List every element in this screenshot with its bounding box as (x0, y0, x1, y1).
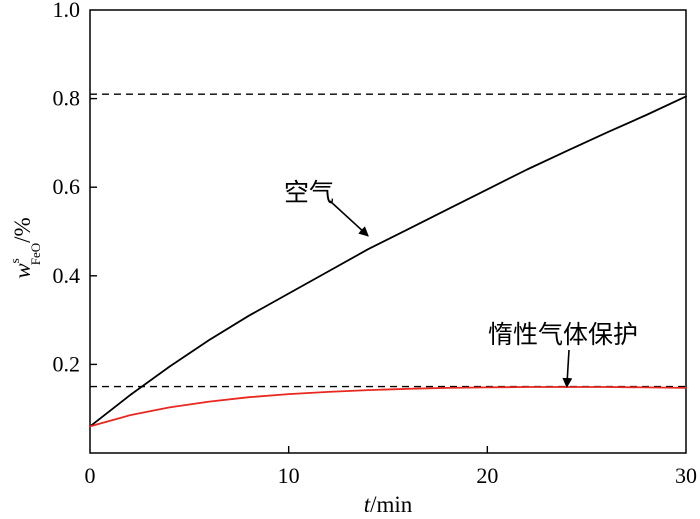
y-tick-label: 0.2 (53, 351, 81, 376)
series-line-1 (89, 386, 687, 428)
annotation-inert-label: 惰性气体保护 (488, 320, 638, 349)
y-tick-label: 0.6 (53, 174, 81, 199)
axis-ticks (90, 97, 489, 453)
x-tick-label: 30 (675, 463, 697, 488)
annotation-inert-arrow (562, 349, 573, 388)
y-axis-title: ws FeO/% (7, 217, 43, 278)
axis-tick-labels: 0 10 20 30 0.2 0.4 0.6 0.8 1.0 (53, 0, 698, 488)
x-tick-label: 10 (278, 463, 300, 488)
x-axis-title: t/min (364, 492, 413, 517)
y-tick-label: 0.4 (53, 263, 81, 288)
annotation-air-label: 空气 (284, 178, 334, 207)
y-tick-label: 1.0 (53, 0, 81, 22)
series-line-0 (89, 95, 687, 428)
annotation-air-arrow (329, 200, 369, 237)
y-tick-label: 0.8 (53, 86, 81, 111)
plot-frame (89, 9, 687, 454)
series-lines (89, 95, 687, 428)
x-tick-label: 20 (476, 463, 498, 488)
x-tick-label: 0 (85, 463, 96, 488)
